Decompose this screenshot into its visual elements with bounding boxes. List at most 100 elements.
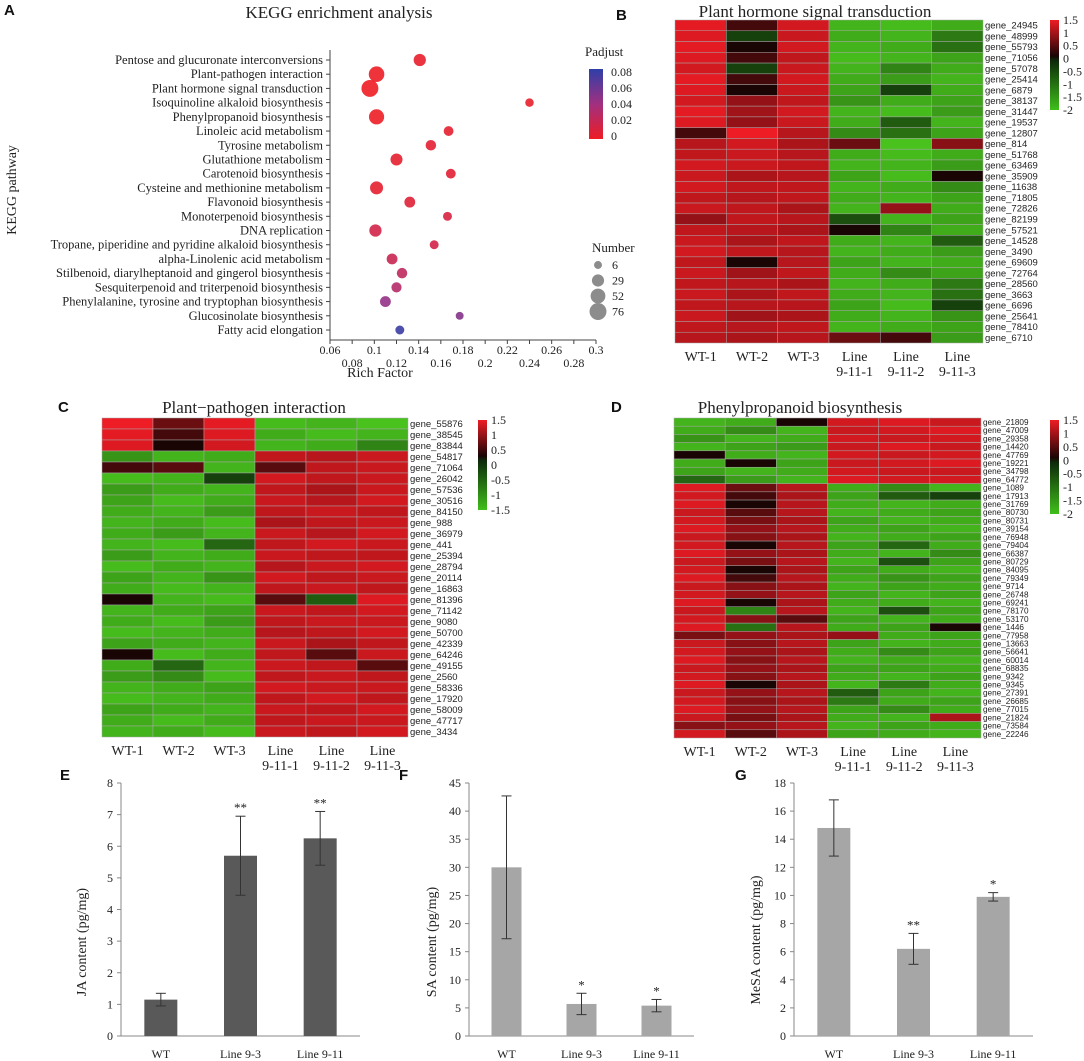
heatmap-cell	[254, 659, 307, 672]
heatmap-cell	[726, 213, 778, 225]
heatmap-cell	[827, 508, 879, 517]
gene-label: gene_988	[410, 518, 452, 529]
heatmap-cell	[776, 590, 828, 599]
heatmap-cell	[673, 688, 726, 698]
column-label: 9-11-1	[835, 760, 872, 775]
pathway-label: Cysteine and methionine metabolism	[137, 181, 323, 195]
gene-label: gene_56641	[983, 648, 1029, 657]
heatmap-cell	[777, 267, 830, 279]
gene-label: gene_28794	[410, 562, 463, 573]
heatmap-cell	[726, 278, 778, 290]
heatmap-cell	[152, 571, 205, 584]
heatmap-cell	[929, 639, 982, 648]
heatmap-cell	[931, 148, 984, 161]
color-key-label: 1.5	[1063, 13, 1078, 27]
heatmap-cell	[880, 202, 932, 215]
heatmap-cell	[827, 622, 879, 632]
heatmap-cell	[929, 499, 982, 509]
heatmap-cell	[777, 30, 830, 42]
heatmap-cell	[827, 466, 879, 476]
column-label: 9-11-1	[262, 759, 299, 774]
heatmap-cell	[878, 434, 931, 443]
x-tick-label: WT	[152, 1047, 171, 1061]
heatmap-cell	[356, 582, 409, 595]
gene-label: gene_20114	[410, 573, 462, 584]
heatmap-cell	[254, 571, 307, 584]
heatmap-cell	[724, 590, 777, 599]
heatmap-cell	[929, 729, 982, 739]
heatmap-cell	[878, 442, 931, 452]
gene-label: gene_9714	[983, 582, 1024, 591]
heatmap-cell	[878, 647, 931, 657]
padjust-tick: 0	[611, 129, 617, 143]
heatmap-cell	[152, 428, 205, 441]
y-tick-label: 5	[107, 871, 113, 885]
heatmap-cell	[726, 299, 778, 311]
heatmap-cell	[674, 105, 727, 118]
panel-label-c: C	[58, 399, 69, 416]
heatmap-cell	[878, 590, 931, 599]
heatmap-cell	[152, 439, 205, 452]
heatmap-cell	[828, 84, 881, 96]
heatmap-cell	[777, 256, 830, 268]
heatmap-cell	[305, 593, 358, 606]
heatmap-cell	[878, 499, 931, 509]
heatmap-cell	[929, 475, 982, 484]
color-key-label: 0	[1063, 453, 1069, 467]
padjust-colorbar	[589, 69, 603, 139]
heatmap-cell	[726, 267, 778, 279]
heatmap-cell	[356, 637, 409, 650]
heatmap-cell	[827, 557, 879, 566]
heatmap-cell	[828, 159, 881, 171]
heatmap-cell	[673, 458, 726, 468]
heatmap-cell	[827, 729, 879, 739]
heatmap-cell	[674, 278, 727, 290]
x-tick-label: Line 9-3	[893, 1047, 934, 1061]
pathway-point	[413, 53, 426, 67]
gene-label: gene_11638	[985, 182, 1037, 193]
color-key-label: -1.5	[1063, 90, 1082, 104]
heatmap-cell	[152, 472, 205, 485]
heatmap-cell	[929, 590, 982, 599]
heatmap-cell	[776, 549, 828, 558]
heatmap-cell	[726, 256, 778, 268]
heatmap-cell	[674, 213, 727, 225]
heatmap-cell	[673, 606, 726, 616]
heatmap-cell	[724, 631, 777, 640]
y-tick-label: 3	[107, 934, 113, 948]
heatmap-cell	[878, 466, 931, 476]
heatmap-cell	[828, 278, 881, 290]
heatmap-cell	[726, 224, 778, 236]
heatmap-cell	[203, 571, 256, 584]
heatmap-cell	[101, 604, 154, 617]
heatmap-cell	[254, 648, 307, 661]
heatmap-cell	[356, 538, 409, 551]
size-legend-dot	[589, 303, 607, 320]
heatmap-cell	[305, 670, 358, 683]
heatmap-cell	[776, 704, 828, 714]
heatmap-cell	[828, 245, 881, 258]
column-label: WT-2	[735, 745, 767, 760]
heatmap-cell	[356, 659, 409, 672]
heatmap-cell	[827, 704, 879, 714]
color-key-label: -2	[1063, 507, 1073, 521]
pathway-label: Stilbenoid, diarylheptanoid and gingerol…	[56, 266, 323, 280]
heatmap-cell	[152, 549, 205, 562]
heatmap-b: gene_24945gene_48999gene_55793gene_71056…	[674, 13, 1082, 380]
heatmap-cell	[726, 73, 778, 85]
heatmap-cell	[828, 41, 881, 53]
gene-label: gene_49155	[410, 661, 463, 672]
heatmap-cell	[931, 84, 984, 96]
heatmap-cell	[931, 278, 984, 290]
column-label: 9-11-3	[939, 365, 976, 380]
panel-label-a: A	[4, 2, 15, 19]
color-key-label: -0.5	[1063, 64, 1082, 78]
heatmap-cell	[356, 527, 409, 540]
gene-label: gene_81396	[410, 595, 463, 606]
gene-label: gene_26042	[410, 474, 463, 485]
heatmap-cell	[101, 505, 154, 518]
size-legend-dot	[591, 274, 605, 287]
heatmap-cell	[777, 170, 830, 182]
y-tick-label: 12	[774, 860, 786, 874]
heatmap-cell	[254, 549, 307, 562]
